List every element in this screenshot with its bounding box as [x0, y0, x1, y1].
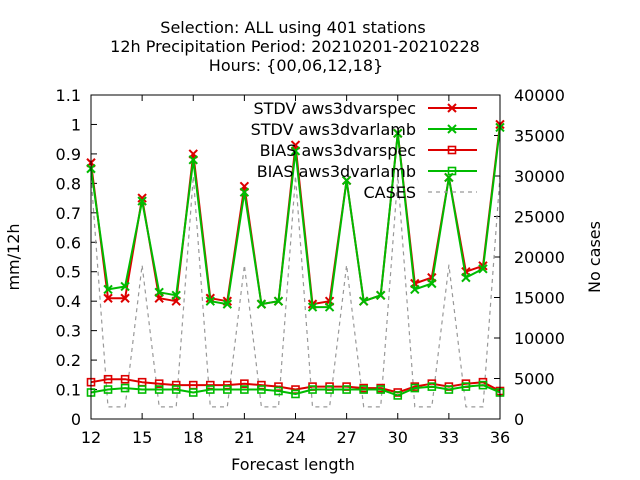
y-axis-label: mm/12h — [4, 223, 23, 290]
x-tick-label: 18 — [183, 428, 203, 447]
chart-title-line-1: Selection: ALL using 401 stations — [160, 18, 425, 37]
y-tick-label: 1 — [71, 115, 81, 134]
y2-tick-label: 10000 — [514, 329, 565, 348]
y2-tick-label: 30000 — [514, 167, 565, 186]
series-bias-aws3dvarlamb — [88, 382, 504, 399]
y-tick-label: 0.8 — [56, 174, 81, 193]
x-tick-label: 30 — [388, 428, 408, 447]
y-tick-label: 0.5 — [56, 263, 81, 282]
y2-tick-label: 15000 — [514, 289, 565, 308]
y-tick-label: 0.2 — [56, 351, 81, 370]
y-tick-label: 0 — [71, 410, 81, 429]
series-bias-aws3dvarspec — [88, 376, 504, 396]
y2-tick-label: 20000 — [514, 248, 565, 267]
series-cases — [91, 176, 500, 407]
x-tick-label: 24 — [285, 428, 305, 447]
legend-label: CASES — [363, 183, 416, 202]
y-tick-label: 0.3 — [56, 322, 81, 341]
y-tick-label: 1.1 — [56, 86, 81, 105]
legend-label: STDV aws3dvarspec — [253, 99, 416, 118]
y2-tick-label: 35000 — [514, 127, 565, 146]
legend: STDV aws3dvarspec STDV aws3dvarlamb BIAS a… — [251, 99, 477, 202]
chart-title-line-3: Hours: {00,06,12,18} — [209, 56, 383, 75]
x-tick-label: 15 — [132, 428, 152, 447]
chart-title: Selection: ALL using 401 stations 12h Pr… — [110, 18, 480, 75]
legend-label: STDV aws3dvarlamb — [251, 120, 416, 139]
y2-tick-label: 0 — [514, 410, 524, 429]
y-tick-label: 0.7 — [56, 204, 81, 223]
y-tick-label: 0.6 — [56, 233, 81, 252]
chart-title-line-2: 12h Precipitation Period: 20210201-20210… — [110, 37, 480, 56]
x-tick-label: 12 — [81, 428, 101, 447]
y-tick-label: 0.4 — [56, 292, 81, 311]
x-tick-label: 27 — [336, 428, 356, 447]
x-tick-label: 33 — [439, 428, 459, 447]
y-tick-label: 0.9 — [56, 145, 81, 164]
y2-axis-label: No cases — [585, 221, 604, 293]
y2-tick-label: 5000 — [514, 370, 555, 389]
x-tick-label: 21 — [234, 428, 254, 447]
y2-tick-label: 40000 — [514, 86, 565, 105]
legend-label: BIAS aws3dvarspec — [260, 141, 416, 160]
x-tick-label: 36 — [490, 428, 510, 447]
y2-tick-label: 25000 — [514, 208, 565, 227]
series-line — [91, 176, 500, 407]
legend-label: BIAS aws3dvarlamb — [257, 162, 416, 181]
y-tick-label: 0.1 — [56, 381, 81, 400]
x-axis-label: Forecast length — [231, 455, 355, 474]
